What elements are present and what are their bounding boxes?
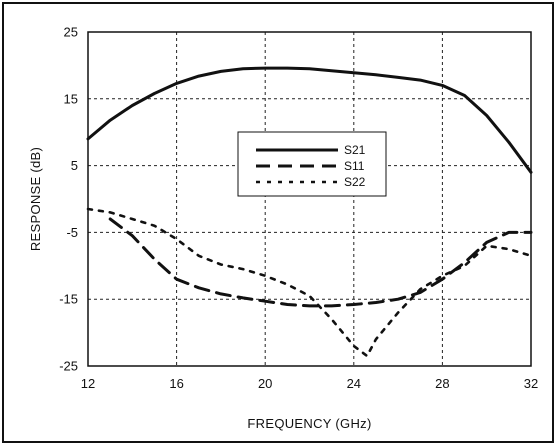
x-tick-label: 20 — [258, 376, 272, 391]
legend: S21 S11 S22 — [237, 131, 387, 197]
grid — [88, 32, 531, 366]
series-group — [86, 66, 533, 358]
legend-label-s21: S21 — [344, 143, 366, 157]
y-tick-label: -5 — [66, 225, 78, 240]
y-tick-label: 5 — [71, 158, 78, 173]
tick-labels: 12 16 20 24 28 32 25 15 5 -5 -15 -25 — [59, 25, 538, 392]
plot-area — [87, 31, 532, 367]
series-s11-line — [108, 217, 533, 308]
y-tick-label: 25 — [64, 25, 78, 40]
x-tick-label: 16 — [169, 376, 183, 391]
x-tick-label: 32 — [524, 376, 538, 391]
x-tick-label: 24 — [347, 376, 361, 391]
x-axis-label: FREQUENCY (GHz) — [247, 416, 371, 431]
legend-label-s22: S22 — [344, 175, 366, 189]
chart-frame — [2, 2, 554, 443]
legend-label-s11: S11 — [344, 159, 365, 173]
series-s21-line — [86, 66, 533, 174]
y-tick-label: -15 — [59, 292, 78, 307]
legend-box — [237, 131, 387, 197]
y-tick-label: 15 — [64, 91, 78, 106]
x-tick-label: 28 — [435, 376, 449, 391]
series-s22-line — [86, 207, 533, 358]
y-tick-label: -25 — [59, 359, 78, 374]
y-axis-label: RESPONSE (dB) — [28, 147, 43, 251]
x-tick-label: 12 — [81, 376, 95, 391]
